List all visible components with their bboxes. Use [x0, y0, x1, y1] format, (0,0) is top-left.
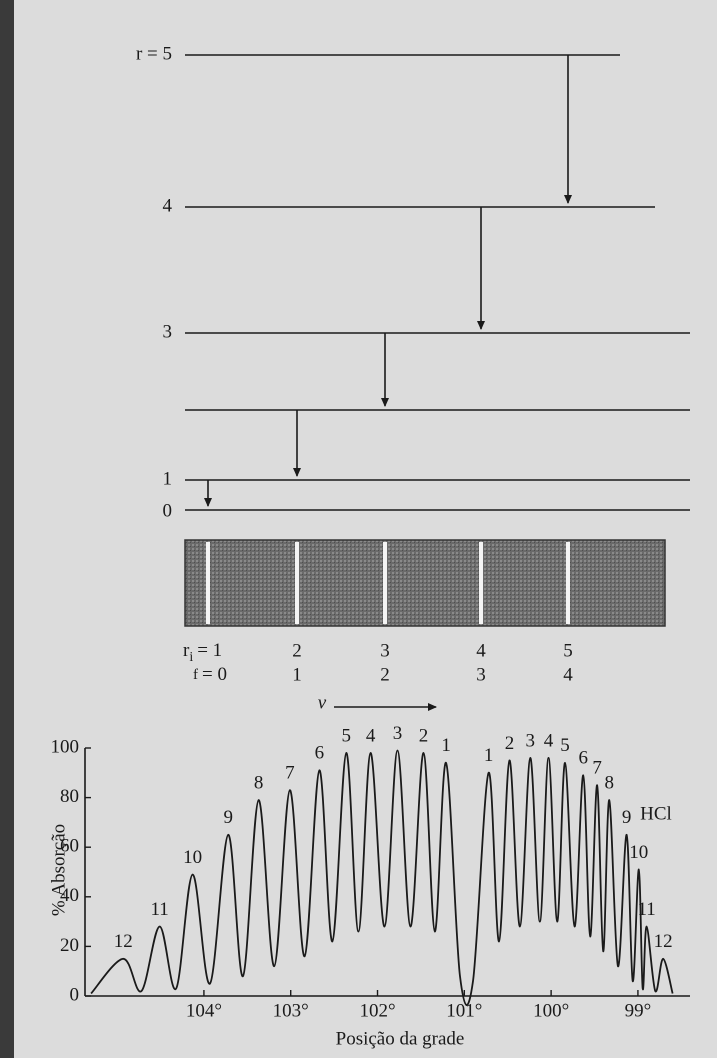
peak-label: 11: [637, 899, 655, 920]
peak-label: 4: [366, 725, 376, 746]
peak-label: 6: [578, 748, 588, 769]
y-axis-label: % Absorção: [48, 824, 69, 916]
peak-label: 8: [605, 772, 615, 793]
energy-diagram: r = 5 4 3 1 0 ri = 1 2 3 4 5 f = 0 1 2 3 4…: [136, 43, 690, 713]
y-tick-label: 100: [51, 736, 80, 757]
peak-label: 3: [393, 723, 403, 744]
spectrum-line: [90, 749, 674, 1006]
band-label: 2: [380, 664, 390, 685]
x-axis-label: Posição da grade: [336, 1028, 465, 1049]
level-label: 4: [163, 195, 173, 216]
page-edge: [0, 0, 14, 1058]
annotation: HCl: [640, 803, 672, 824]
y-tick-label: 60: [60, 836, 79, 857]
x-tick-label: 99°: [625, 1000, 652, 1021]
band-label: 2: [292, 640, 302, 661]
peak-label: 5: [342, 725, 352, 746]
y-tick-label: 80: [60, 786, 79, 807]
band-label: f = 0: [193, 664, 227, 685]
peak-label: 8: [254, 772, 264, 793]
level-label: r = 5: [136, 43, 172, 64]
peak-label: 4: [544, 730, 554, 751]
peak-label: 2: [419, 725, 429, 746]
peak-label: 12: [654, 931, 673, 952]
peak-label: 11: [151, 899, 169, 920]
spectral-line: [206, 542, 210, 624]
band-label: 3: [476, 664, 486, 685]
x-tick-label: 102°: [359, 1000, 395, 1021]
spectral-line: [566, 542, 570, 624]
peak-label: 1: [441, 735, 451, 756]
level-label: 3: [163, 321, 173, 342]
spectral-line: [383, 542, 387, 624]
x-tick-label: 103°: [273, 1000, 309, 1021]
peak-label: 3: [526, 730, 536, 751]
x-tick-label: 100°: [533, 1000, 569, 1021]
y-tick-label: 0: [70, 984, 80, 1005]
band-label: 4: [476, 640, 486, 661]
band-label: ri = 1: [183, 640, 222, 665]
peak-label: 1: [484, 745, 494, 766]
peak-label: 10: [183, 847, 202, 868]
frequency-symbol: ν: [318, 692, 327, 713]
level-label: 1: [163, 468, 173, 489]
band-label: 4: [563, 664, 573, 685]
band-label: 3: [380, 640, 390, 661]
band-label: 5: [563, 640, 573, 661]
peak-label: 2: [505, 733, 515, 754]
peak-label: 12: [114, 931, 133, 952]
y-tick-label: 20: [60, 935, 79, 956]
peak-label: 5: [560, 735, 570, 756]
x-tick-label: 104°: [186, 1000, 222, 1021]
peak-label: 7: [592, 758, 602, 779]
y-tick-label: 40: [60, 885, 79, 906]
spectrum-plate: [184, 539, 666, 627]
peak-label: 9: [622, 807, 632, 828]
peak-label: 9: [223, 807, 233, 828]
peak-label: 6: [315, 743, 325, 764]
spectral-line: [295, 542, 299, 624]
band-label: 1: [292, 664, 302, 685]
level-label: 0: [163, 500, 173, 521]
peak-label: 7: [285, 763, 295, 784]
x-tick-label: 101°: [446, 1000, 482, 1021]
peak-label: 10: [629, 842, 648, 863]
spectral-line: [479, 542, 483, 624]
spectrum-chart: % Absorção Posição da grade HCl 0 20 40 60 8…: [48, 723, 690, 1049]
